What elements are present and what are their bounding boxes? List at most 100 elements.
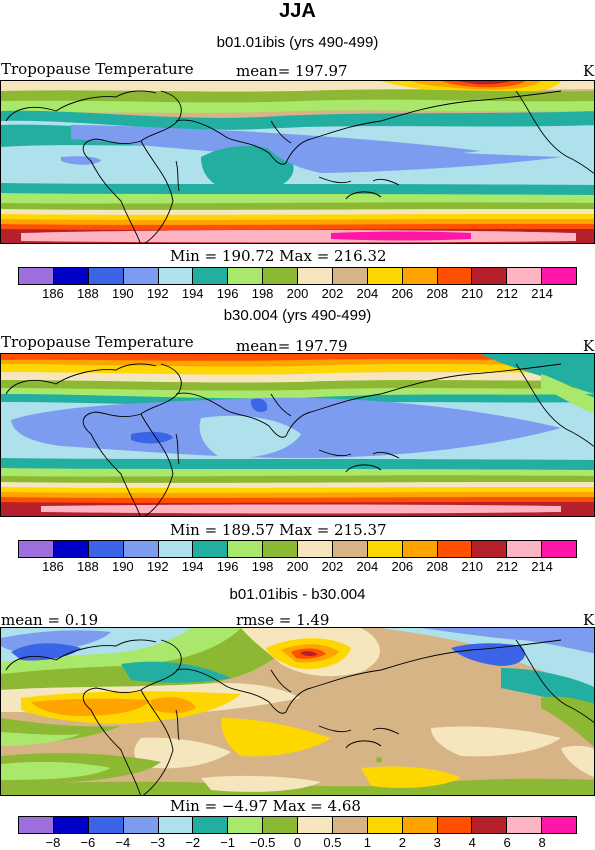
colorbar-swatch: [53, 817, 89, 833]
colorbar-tick-label: 208: [426, 559, 449, 574]
colorbar-tick-label: 198: [251, 559, 274, 574]
colorbar-tick-label: 200: [286, 559, 309, 574]
colorbar-swatch: [367, 268, 403, 284]
colorbar-swatch: [402, 541, 438, 557]
colorbar-swatch: [88, 817, 124, 833]
panel-2-colorbar: [18, 540, 577, 558]
colorbar-tick-label: 194: [181, 559, 204, 574]
main-title: JJA: [279, 0, 316, 22]
colorbar-tick-label: 202: [321, 559, 344, 574]
colorbar-swatch: [228, 541, 264, 557]
colorbar-swatch: [507, 541, 543, 557]
colorbar-tick-label: 212: [496, 286, 518, 301]
panel-3-min-max: Min = −4.97 Max = 4.68: [170, 797, 361, 815]
panel-2-mean: mean= 197.79: [236, 337, 348, 355]
colorbar-tick-label: 8: [538, 835, 546, 850]
panel-3-map: [0, 627, 595, 796]
colorbar-tick-label: −4: [115, 835, 131, 850]
colorbar-swatch: [542, 268, 576, 284]
colorbar-tick-label: −2: [185, 835, 201, 850]
colorbar-swatch: [19, 541, 54, 557]
colorbar-swatch: [193, 817, 229, 833]
colorbar-tick-label: 188: [77, 559, 99, 574]
panel-1-title: b01.01ibis (yrs 490-499): [216, 34, 379, 51]
colorbar-tick-label: 214: [531, 286, 553, 301]
colorbar-swatch: [158, 817, 194, 833]
panel-3-contour-field: [1, 628, 594, 795]
colorbar-tick-label: −8: [45, 835, 61, 850]
colorbar-swatch: [88, 541, 124, 557]
panel-1-contour-field: [1, 81, 594, 243]
panel-1-colorbar: [18, 267, 577, 285]
colorbar-tick-label: 4: [468, 835, 476, 850]
colorbar-swatch: [158, 268, 194, 284]
colorbar-swatch: [472, 817, 508, 833]
colorbar-swatch: [542, 817, 576, 833]
colorbar-tick-label: 3: [433, 835, 441, 850]
colorbar-swatch: [332, 541, 368, 557]
colorbar-swatch: [298, 817, 333, 833]
colorbar-tick-label: 214: [531, 559, 553, 574]
colorbar-tick-label: 1: [363, 835, 371, 850]
colorbar-swatch: [332, 817, 368, 833]
colorbar-swatch: [88, 268, 124, 284]
colorbar-swatch: [158, 541, 194, 557]
colorbar-tick-label: 206: [391, 559, 414, 574]
colorbar-tick-label: 192: [146, 286, 169, 301]
panel-1-min-max: Min = 190.72 Max = 216.32: [170, 247, 387, 265]
panel-2-title: b30.004 (yrs 490-499): [223, 307, 372, 324]
colorbar-swatch: [19, 268, 54, 284]
panel-2-contour-field: [1, 354, 594, 516]
colorbar-tick-label: 2: [398, 835, 406, 850]
colorbar-tick-label: 190: [111, 559, 134, 574]
colorbar-swatch: [123, 817, 159, 833]
colorbar-swatch: [507, 268, 543, 284]
colorbar-swatch: [472, 268, 508, 284]
colorbar-tick-label: −1: [220, 835, 236, 850]
colorbar-tick-label: 202: [321, 286, 344, 301]
colorbar-tick-label: 204: [356, 286, 379, 301]
panel-1-mean: mean= 197.97: [236, 62, 348, 80]
colorbar-swatch: [402, 268, 438, 284]
colorbar-swatch: [298, 541, 333, 557]
colorbar-swatch: [298, 268, 333, 284]
colorbar-tick-label: 192: [146, 559, 169, 574]
colorbar-tick-label: 204: [356, 559, 379, 574]
colorbar-tick-label: 186: [42, 559, 64, 574]
colorbar-tick-label: 186: [42, 286, 64, 301]
colorbar-swatch: [437, 268, 473, 284]
colorbar-tick-label: 210: [461, 559, 484, 574]
colorbar-tick-label: 196: [216, 286, 239, 301]
colorbar-swatch: [263, 541, 298, 557]
panel-3-colorbar: [18, 816, 577, 834]
colorbar-swatch: [53, 541, 89, 557]
colorbar-tick-label: 194: [181, 286, 204, 301]
colorbar-swatch: [437, 541, 473, 557]
colorbar-tick-label: 200: [286, 286, 309, 301]
panel-3-title: b01.01ibis - b30.004: [229, 586, 366, 603]
colorbar-tick-label: 0.5: [323, 835, 342, 850]
colorbar-swatch: [332, 268, 368, 284]
colorbar-tick-label: −0.5: [249, 835, 276, 850]
colorbar-swatch: [542, 541, 576, 557]
colorbar-tick-label: 212: [496, 559, 518, 574]
panel-2-map: [0, 353, 595, 517]
panel-2-min-max: Min = 189.57 Max = 215.37: [170, 521, 387, 539]
colorbar-swatch: [228, 268, 264, 284]
colorbar-swatch: [193, 268, 229, 284]
colorbar-swatch: [123, 268, 159, 284]
colorbar-swatch: [228, 817, 264, 833]
colorbar-swatch: [263, 268, 298, 284]
colorbar-swatch: [402, 817, 438, 833]
panel-3-unit: K: [583, 611, 595, 629]
colorbar-tick-label: 190: [111, 286, 134, 301]
colorbar-tick-label: 206: [391, 286, 414, 301]
colorbar-swatch: [367, 541, 403, 557]
colorbar-swatch: [437, 817, 473, 833]
panel-3-mean: mean = 0.19: [1, 611, 99, 629]
colorbar-tick-label: 208: [426, 286, 449, 301]
colorbar-tick-label: 0: [293, 835, 302, 850]
panel-3-rmse: rmse = 1.49: [236, 611, 330, 629]
colorbar-tick-label: 196: [216, 559, 239, 574]
colorbar-swatch: [472, 541, 508, 557]
